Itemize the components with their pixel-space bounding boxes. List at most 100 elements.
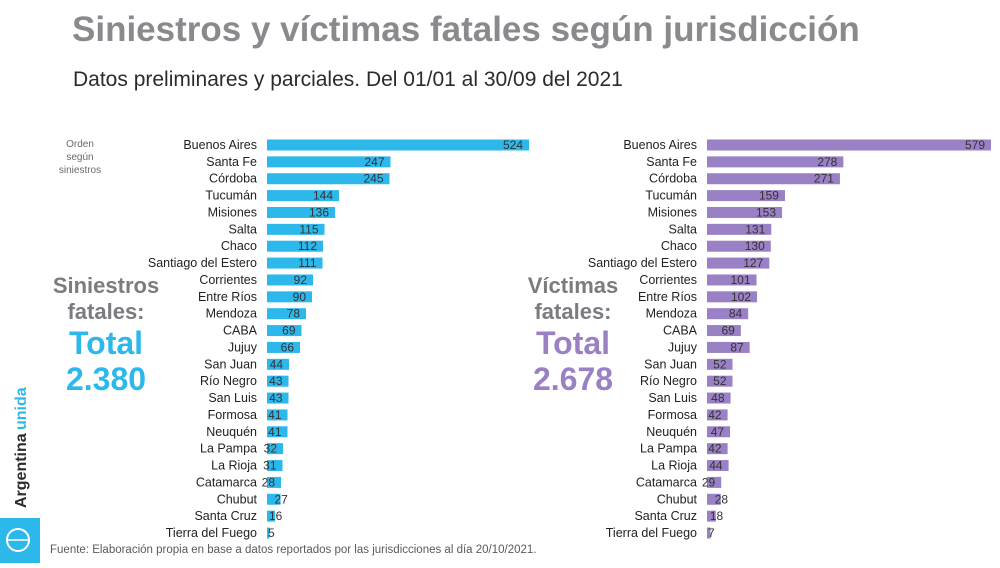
brand-strip: Argentina unida	[0, 368, 40, 563]
siniestros-value-label: 92	[294, 273, 308, 287]
victimas-bar	[707, 527, 711, 539]
siniestros-bar	[267, 409, 288, 421]
siniestros-value-label: 5	[268, 526, 275, 540]
siniestros-category-label: Buenos Aires	[183, 138, 257, 152]
victimas-value-label: 42	[708, 442, 722, 456]
victimas-category-label: Catamarca	[636, 475, 697, 489]
victimas-value-label: 47	[711, 425, 725, 439]
victimas-bar	[707, 358, 733, 370]
victimas-category-label: Santa Cruz	[634, 509, 697, 523]
page-subtitle: Datos preliminares y parciales. Del 01/0…	[73, 68, 623, 91]
siniestros-bar	[267, 375, 289, 387]
siniestros-value-label: 32	[264, 442, 278, 456]
siniestros-category-label: Santa Fe	[206, 155, 257, 169]
siniestros-value-label: 90	[293, 290, 307, 304]
siniestros-value-label: 44	[270, 357, 284, 371]
siniestros-bar	[267, 173, 390, 185]
siniestros-bar	[267, 460, 283, 472]
victimas-value-label: 131	[745, 222, 765, 236]
victimas-total-value: 2.678	[532, 361, 614, 397]
siniestros-bar	[267, 139, 529, 151]
siniestros-bar	[267, 156, 391, 168]
siniestros-bar	[267, 392, 289, 404]
victimas-bar	[707, 190, 785, 202]
siniestros-label-line1: Siniestros	[52, 273, 160, 298]
siniestros-category-label: La Pampa	[200, 442, 257, 456]
siniestros-category-label: San Luis	[208, 391, 257, 405]
victimas-category-label: La Pampa	[640, 442, 697, 456]
victimas-value-label: 130	[745, 239, 765, 253]
victimas-bar	[707, 493, 721, 505]
victimas-value-label: 87	[730, 340, 744, 354]
victimas-value-label: 102	[731, 290, 751, 304]
siniestros-category-label: Tierra del Fuego	[166, 526, 257, 540]
victimas-summary: Víctimas fatales: Total 2.678	[493, 273, 653, 397]
siniestros-summary: Siniestros fatales: Total 2.380	[26, 273, 186, 397]
victimas-value-label: 153	[756, 205, 776, 219]
siniestros-bar	[267, 527, 270, 539]
siniestros-value-label: 245	[363, 172, 383, 186]
siniestros-total-value: 2.380	[65, 361, 147, 397]
victimas-category-label: CABA	[663, 324, 698, 338]
victimas-bar	[707, 325, 741, 337]
siniestros-bar	[267, 341, 300, 353]
siniestros-bar	[267, 257, 323, 269]
order-note-line: siniestros	[58, 165, 102, 176]
siniestros-value-label: 78	[287, 307, 301, 321]
siniestros-bar	[267, 325, 302, 337]
siniestros-value-label: 66	[281, 340, 295, 354]
victimas-bar	[707, 409, 728, 421]
siniestros-value-label: 27	[275, 492, 289, 506]
victimas-category-label: San Juan	[644, 357, 697, 371]
siniestros-bar	[267, 308, 306, 320]
victimas-value-label: 127	[743, 256, 763, 270]
siniestros-bar	[267, 358, 289, 370]
siniestros-value-label: 28	[262, 475, 276, 489]
siniestros-category-label: Chaco	[221, 239, 257, 253]
victimas-value-label: 7	[708, 526, 715, 540]
source-note: Fuente: Elaboración propia en base a dat…	[50, 544, 537, 556]
victimas-category-label: Chaco	[661, 239, 697, 253]
siniestros-bar	[267, 190, 339, 202]
victimas-category-label: Chubut	[657, 492, 698, 506]
order-note-line: Orden	[66, 139, 94, 150]
siniestros-bar	[267, 426, 288, 438]
brand-word1: Argentina	[13, 433, 30, 508]
victimas-bar	[707, 206, 783, 218]
page-title: Siniestros y víctimas fatales según juri…	[72, 10, 860, 49]
victimas-value-label: 84	[729, 307, 743, 321]
brand-logo: Argentina unida	[0, 368, 40, 563]
siniestros-value-label: 247	[364, 155, 384, 169]
siniestros-bar	[267, 240, 323, 252]
victimas-bar	[707, 510, 716, 522]
victimas-category-label: Santiago del Estero	[588, 256, 697, 270]
siniestros-category-label: San Juan	[204, 357, 257, 371]
victimas-value-label: 69	[721, 324, 735, 338]
siniestros-category-label: Chubut	[217, 492, 258, 506]
siniestros-bar	[267, 274, 313, 286]
victimas-category-label: Tucumán	[645, 189, 697, 203]
siniestros-value-label: 111	[298, 256, 317, 270]
victimas-value-label: 159	[759, 189, 779, 203]
victimas-category-label: Mendoza	[646, 307, 697, 321]
siniestros-value-label: 136	[309, 205, 329, 219]
victimas-bar	[707, 460, 729, 472]
victimas-bar	[707, 139, 991, 151]
siniestros-value-label: 31	[263, 459, 277, 473]
victimas-category-label: Salta	[669, 222, 698, 236]
siniestros-value-label: 524	[503, 138, 523, 152]
victimas-bar	[707, 426, 731, 438]
victimas-value-label: 271	[814, 172, 834, 186]
victimas-total-label: Total	[535, 325, 611, 361]
siniestros-category-label: Entre Ríos	[198, 290, 257, 304]
siniestros-category-label: Formosa	[208, 408, 257, 422]
siniestros-value-label: 69	[282, 324, 296, 338]
siniestros-category-label: CABA	[223, 324, 258, 338]
victimas-bar	[707, 274, 757, 286]
order-note: Orden según siniestros	[44, 138, 116, 177]
siniestros-value-label: 144	[313, 189, 333, 203]
siniestros-category-label: Misiones	[208, 205, 257, 219]
victimas-bar	[707, 341, 750, 353]
siniestros-category-label: Corrientes	[199, 273, 257, 287]
siniestros-category-label: Neuquén	[206, 425, 257, 439]
